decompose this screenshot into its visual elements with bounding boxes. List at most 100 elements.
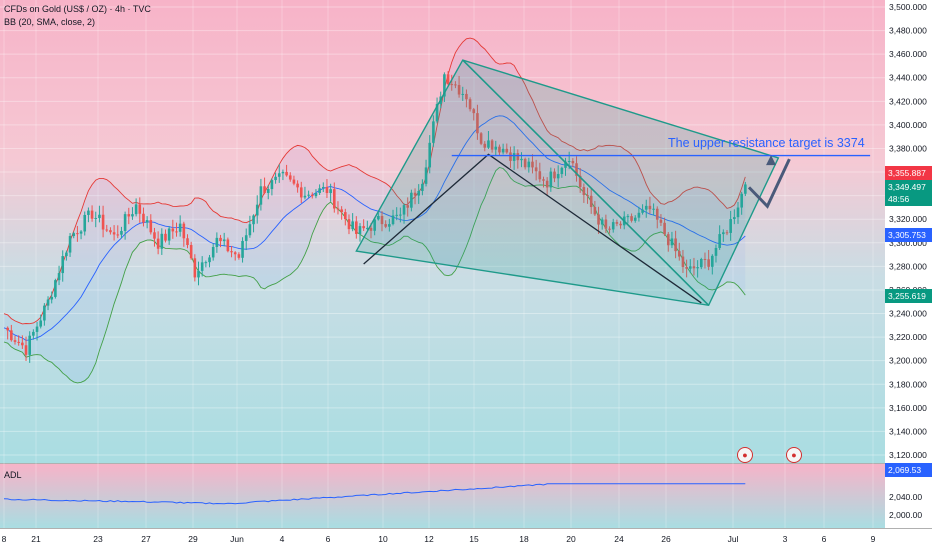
candle-body xyxy=(248,224,252,236)
candle-body xyxy=(57,273,61,281)
candle-body xyxy=(534,167,538,172)
candle-body xyxy=(54,280,57,297)
candle-body xyxy=(65,252,68,257)
candle-body xyxy=(611,222,615,230)
candle-body xyxy=(6,327,9,331)
candle-body xyxy=(718,234,721,248)
candle-body xyxy=(490,140,494,150)
candle-body xyxy=(321,186,325,189)
time-axis-label: Jul xyxy=(728,534,739,544)
candle-body xyxy=(270,180,274,190)
candle-body xyxy=(465,93,468,100)
candle-body xyxy=(13,340,17,342)
candle-body xyxy=(369,227,373,231)
time-axis-label: 6 xyxy=(326,534,331,544)
us-flag-event-icon[interactable]: ● xyxy=(737,447,753,463)
projection-arrow xyxy=(747,158,791,209)
candle-body xyxy=(549,171,553,188)
candle-body xyxy=(714,247,718,256)
price-axis-label: 3,240.000 xyxy=(889,309,927,319)
candle-body xyxy=(553,171,556,179)
time-axis[interactable]: 8 21 23 27 29 Jun 4 6 10 12 15 18 20 24 26 Jul 3 6 9 xyxy=(2,534,876,544)
indicator-title[interactable]: BB (20, SMA, close, 2) xyxy=(4,17,96,27)
candle-body xyxy=(633,217,637,221)
price-axis-label: 3,180.000 xyxy=(889,379,927,389)
candle-body xyxy=(288,175,292,180)
candle-body xyxy=(355,221,358,234)
candle-body xyxy=(72,233,76,237)
candle-body xyxy=(377,215,380,220)
candle-body xyxy=(600,219,604,225)
candle-body xyxy=(560,167,564,175)
candle-body xyxy=(630,216,633,221)
candle-body xyxy=(674,238,677,252)
candle-body xyxy=(479,133,483,144)
us-flag-event-icon[interactable]: ● xyxy=(786,447,802,463)
time-axis-label: 8 xyxy=(2,534,7,544)
candle-body xyxy=(722,232,725,235)
candle-body xyxy=(589,195,593,208)
candle-body xyxy=(182,223,186,239)
candle-body xyxy=(556,174,560,179)
candle-body xyxy=(509,152,512,161)
symbol-title[interactable]: CFDs on Gold (US$ / OZ) · 4h · TVC xyxy=(4,4,151,14)
time-axis-label: 6 xyxy=(822,534,827,544)
candle-body xyxy=(266,189,270,193)
time-axis-label: 10 xyxy=(378,534,388,544)
candle-body xyxy=(366,227,369,229)
candle-body xyxy=(472,109,476,114)
candle-body xyxy=(24,345,28,355)
candle-body xyxy=(303,195,307,198)
time-axis-label: 20 xyxy=(566,534,576,544)
candle-body xyxy=(83,214,87,232)
adl-axis-label: 2,000.00 xyxy=(889,510,922,520)
candle-body xyxy=(362,226,365,229)
adl-pane-label[interactable]: ADL xyxy=(4,470,22,480)
candle-body xyxy=(744,184,747,194)
candle-body xyxy=(644,205,648,210)
candle-body xyxy=(402,205,406,215)
candle-body xyxy=(428,142,432,168)
candle-body xyxy=(417,190,421,196)
candle-body xyxy=(101,214,105,230)
candle-body xyxy=(79,231,83,234)
candle-body xyxy=(597,214,600,225)
candle-body xyxy=(347,219,351,230)
candle-body xyxy=(700,258,703,268)
candle-body xyxy=(384,224,387,227)
bb-basis-price-tag: 3,305.753 xyxy=(885,228,932,242)
candle-body xyxy=(446,74,450,85)
candle-body xyxy=(619,223,622,226)
candle-body xyxy=(615,222,619,224)
candle-body xyxy=(318,188,321,194)
price-axis-label: 3,420.000 xyxy=(889,96,927,106)
candle-body xyxy=(105,229,109,231)
candle-body xyxy=(696,267,699,269)
candle-body xyxy=(520,158,523,161)
candle-body xyxy=(571,161,575,164)
bar-countdown-tag: 48:56 xyxy=(885,192,932,206)
candle-body xyxy=(424,167,428,184)
adl-axis-label: 2,040.00 xyxy=(889,492,922,502)
candle-body xyxy=(299,187,303,198)
candle-body xyxy=(131,214,134,217)
pattern-drawings[interactable] xyxy=(355,59,871,307)
candle-body xyxy=(230,251,233,253)
candle-body xyxy=(215,237,219,247)
resistance-annotation[interactable]: The upper resistance target is 3374 xyxy=(668,136,865,150)
price-axis-label: 3,300.000 xyxy=(889,238,927,248)
candle-body xyxy=(17,341,20,343)
bb-lower-price-tag: 3,255.619 xyxy=(885,289,932,303)
candle-body xyxy=(226,239,230,252)
adl-series xyxy=(3,483,746,505)
bb-upper-price-tag: 3,355.887 xyxy=(885,166,932,180)
candle-body xyxy=(116,234,120,236)
candle-body xyxy=(733,217,736,220)
price-axis-background xyxy=(885,0,932,550)
price-axis-label: 3,380.000 xyxy=(889,143,927,153)
last-price-tag: 3,349.497 xyxy=(885,180,932,194)
candle-body xyxy=(178,223,182,232)
candle-body xyxy=(457,84,461,95)
